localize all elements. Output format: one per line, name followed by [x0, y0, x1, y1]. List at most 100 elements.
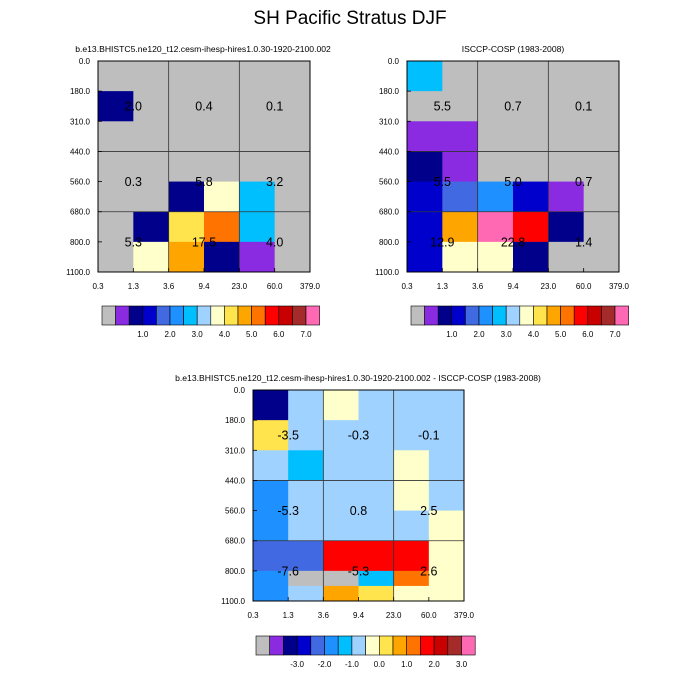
group-value-label: 5.5 — [434, 175, 451, 189]
y-tick-label: 560.0 — [225, 507, 246, 516]
heatmap-cell — [239, 181, 276, 213]
heatmap-cell — [133, 211, 170, 243]
heatmap-cell — [548, 181, 585, 213]
colorbar-swatch — [573, 305, 589, 326]
heatmap-cell — [253, 450, 289, 481]
heatmap-cell — [239, 211, 276, 243]
heatmap-cell — [583, 121, 620, 152]
colorbar-tick-label: 1.0 — [401, 660, 413, 669]
colorbar-tick-label: 3.0 — [192, 330, 204, 339]
group-value-label: 17.5 — [192, 235, 216, 249]
heatmap-cell — [253, 585, 289, 602]
heatmap-cell — [513, 91, 549, 122]
heatmap-cell — [358, 480, 395, 511]
colorbar-swatch — [614, 305, 629, 326]
group-value-label: 4.0 — [266, 235, 283, 249]
heatmap-cell — [428, 420, 465, 451]
heatmap-cell — [98, 91, 134, 122]
colorbar-tick-label: 0.0 — [374, 660, 386, 669]
heatmap-cell — [513, 121, 549, 152]
heatmap-cell — [274, 61, 311, 92]
group-value-label: 0.1 — [266, 100, 283, 114]
group-value-label: 2.0 — [125, 100, 142, 114]
heatmap-cell — [204, 241, 240, 273]
y-tick-label: 1100.0 — [375, 268, 399, 277]
heatmap-cell — [288, 450, 324, 481]
heatmap-cell — [583, 211, 620, 243]
colorbar-swatch — [437, 305, 453, 326]
heatmap-cell — [358, 585, 395, 602]
heatmap-cell — [407, 241, 443, 273]
group-value-label: 5.0 — [504, 175, 521, 189]
x-tick-label: 60.0 — [421, 611, 437, 620]
colorbar-swatch — [210, 305, 225, 326]
panel-obs-plot: 0.3 1.3 3.6 9.4 23.0 60.0 379.0 0.0 180.0 310.0 44… — [375, 57, 629, 291]
heatmap-cell — [133, 91, 170, 122]
panel-obs-title: ISCCP-COSP (1983-2008) — [462, 44, 565, 54]
heatmap-cell — [239, 121, 276, 152]
heatmap-cell — [477, 241, 514, 273]
heatmap-cell — [288, 540, 324, 572]
colorbar-tick-label: 4.0 — [528, 330, 540, 339]
heatmap-cell — [358, 450, 395, 481]
heatmap-cell — [288, 585, 324, 602]
colorbar-swatch — [478, 305, 493, 326]
heatmap-cell — [442, 91, 479, 122]
colorbar-swatch — [351, 635, 366, 656]
panel-model-plot: 0.3 1.3 3.6 9.4 23.0 60.0 379.0 0.0 180.0 310.0 44… — [66, 57, 320, 291]
group-value-label: 0.4 — [195, 100, 212, 114]
y-tick-label: 680.0 — [70, 208, 91, 217]
colorbar-swatch — [410, 305, 425, 326]
y-tick-label: 1100.0 — [221, 597, 245, 606]
y-tick-label: 310.0 — [379, 117, 400, 126]
heatmap-cell — [548, 61, 585, 92]
group-value-label: -5.3 — [348, 564, 370, 578]
heatmap-cell — [428, 510, 465, 542]
heatmap-cell — [239, 241, 276, 273]
y-tick-label: 0.0 — [234, 386, 246, 395]
heatmap-cell — [98, 121, 134, 152]
heatmap-cell — [442, 181, 479, 213]
heatmap-cell — [583, 181, 620, 213]
heatmap-cell — [548, 151, 585, 182]
colorbar-swatch — [365, 635, 380, 656]
colorbar-tick-label: -2.0 — [318, 660, 332, 669]
heatmap-cell — [98, 181, 134, 213]
colorbar-swatch — [392, 635, 407, 656]
group-value-label: 0.7 — [504, 100, 521, 114]
heatmap-cell — [407, 211, 443, 243]
heatmap-cell — [204, 61, 240, 92]
y-tick-label: 310.0 — [225, 446, 246, 455]
heatmap-cell — [253, 540, 289, 572]
group-value-label: -0.1 — [418, 429, 440, 443]
heatmap-cell — [98, 211, 134, 243]
colorbar-swatch — [278, 305, 293, 326]
colorbar-tick-label: 7.0 — [609, 330, 621, 339]
x-tick-label: 9.4 — [353, 611, 365, 620]
heatmap-cell — [442, 151, 479, 182]
y-tick-label: 680.0 — [379, 208, 400, 217]
colorbar-swatch — [587, 305, 602, 326]
colorbar-swatch — [196, 305, 212, 326]
y-tick-label: 560.0 — [379, 178, 400, 187]
heatmap-cell — [393, 420, 430, 451]
heatmap-cell — [477, 121, 514, 152]
heatmap-cell — [323, 570, 359, 587]
colorbar-tick-label: 3.0 — [456, 660, 468, 669]
panel-diff: b.e13.BHISTC5.ne120_t12.cesm-ihesp-hires… — [175, 373, 541, 669]
group-value-label: 3.2 — [266, 175, 283, 189]
colorbar-swatch — [283, 635, 298, 656]
y-tick-label: 560.0 — [70, 178, 91, 187]
heatmap-cell — [442, 121, 479, 152]
heatmap-cell — [393, 585, 430, 602]
colorbar-swatch — [310, 635, 325, 656]
colorbar-swatch — [337, 635, 353, 656]
group-value-label: 12.9 — [430, 235, 454, 249]
heatmap-cell — [407, 61, 443, 92]
heatmap-cell — [513, 61, 549, 92]
x-tick-label: 23.0 — [232, 282, 248, 291]
heatmap-cell — [583, 241, 620, 273]
y-tick-label: 800.0 — [70, 238, 91, 247]
group-value-label: 5.8 — [195, 175, 212, 189]
